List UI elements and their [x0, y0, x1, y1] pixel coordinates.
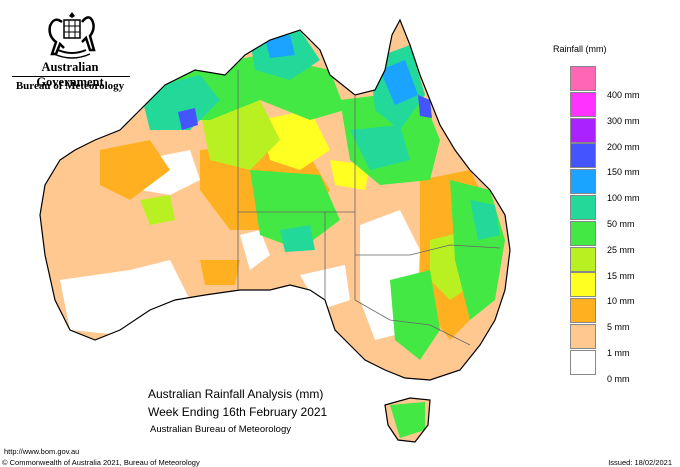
- legend-label: 5 mm: [607, 322, 630, 333]
- tasmania-coastline: [384, 397, 431, 443]
- issued-date: Issued: 18/02/2021: [608, 458, 672, 467]
- header-divider: [12, 76, 130, 77]
- legend-item: 15 mm: [570, 246, 674, 281]
- legend-label: 0 mm: [607, 373, 630, 384]
- legend-label: 50 mm: [607, 219, 635, 229]
- legend-item: 400 mm: [570, 66, 674, 100]
- legend-swatch: [570, 298, 596, 324]
- legend-item: 0 mm: [570, 349, 674, 384]
- legend-item: 200 mm: [570, 117, 674, 152]
- legend-label: 150 mm: [607, 167, 640, 178]
- legend-swatch: [570, 324, 596, 349]
- map-subtitle: Week Ending 16th February 2021: [148, 405, 328, 419]
- rain-zone-100mm: [380, 60, 418, 105]
- rain-zone-5mm: [200, 260, 240, 285]
- rain-zone-25mm: [390, 402, 425, 438]
- rain-zone-0mm: [240, 230, 270, 270]
- legend-item: 150 mm: [570, 143, 674, 177]
- legend-label: 25 mm: [607, 244, 635, 255]
- legend-swatch: [570, 349, 596, 375]
- legend-swatch: [570, 117, 596, 143]
- rain-zone-15mm: [140, 195, 175, 225]
- legend-label: 400 mm: [607, 90, 640, 100]
- copyright-notice: © Commonwealth of Australia 2021, Bureau…: [2, 458, 200, 467]
- legend-label: 200 mm: [607, 141, 640, 152]
- legend-swatch: [570, 195, 596, 220]
- legend-swatch: [570, 91, 596, 117]
- legend-swatch: [570, 272, 596, 298]
- legend-item: 1 mm: [570, 324, 674, 358]
- rain-zone-25mm: [250, 170, 340, 250]
- rain-zone-50mm: [350, 125, 410, 170]
- source-url[interactable]: http://www.bom.gov.au: [4, 447, 80, 456]
- rain-zone-150mm: [418, 95, 432, 118]
- legend-label: 1 mm: [607, 348, 630, 358]
- rain-zone-15mm: [200, 100, 280, 170]
- legend-label: 10 mm: [607, 296, 635, 307]
- commonwealth-coat-of-arms-icon: [48, 12, 96, 59]
- rain-zone-25mm: [390, 270, 440, 360]
- rainfall-map: [39, 19, 511, 443]
- legend-item: 100 mm: [570, 169, 674, 203]
- rain-zone-100mm: [265, 35, 295, 58]
- state-borders: [237, 70, 501, 346]
- legend-swatch: [570, 246, 596, 272]
- legend-item: 5 mm: [570, 298, 674, 332]
- map-credit: Australian Bureau of Meteorology: [150, 424, 291, 435]
- legend-swatch: [570, 169, 596, 195]
- rain-zone-50mm: [470, 200, 500, 240]
- legend-item: 25 mm: [570, 220, 674, 255]
- legend-item: 50 mm: [570, 195, 674, 229]
- legend-label: 15 mm: [607, 270, 635, 281]
- legend-swatch: [570, 220, 596, 246]
- map-title: Australian Rainfall Analysis (mm): [148, 387, 324, 401]
- legend-label: 100 mm: [607, 193, 640, 204]
- legend-item: 10 mm: [570, 272, 674, 306]
- rain-zone-50mm: [280, 225, 315, 252]
- legend-title: Rainfall (mm): [553, 44, 607, 54]
- legend-swatch: [570, 143, 596, 169]
- rain-zone-10mm: [260, 110, 330, 170]
- rain-zone-150mm: [178, 108, 198, 130]
- legend-label: 300 mm: [607, 115, 640, 126]
- bom-logo: [8, 10, 136, 95]
- legend-swatch: [570, 66, 596, 91]
- rain-zone-5mm: [100, 140, 170, 200]
- government-name: Australian Government: [36, 60, 104, 89]
- legend-item: 300 mm: [570, 91, 674, 126]
- bureau-name: Bureau of Meteorology: [15, 80, 125, 92]
